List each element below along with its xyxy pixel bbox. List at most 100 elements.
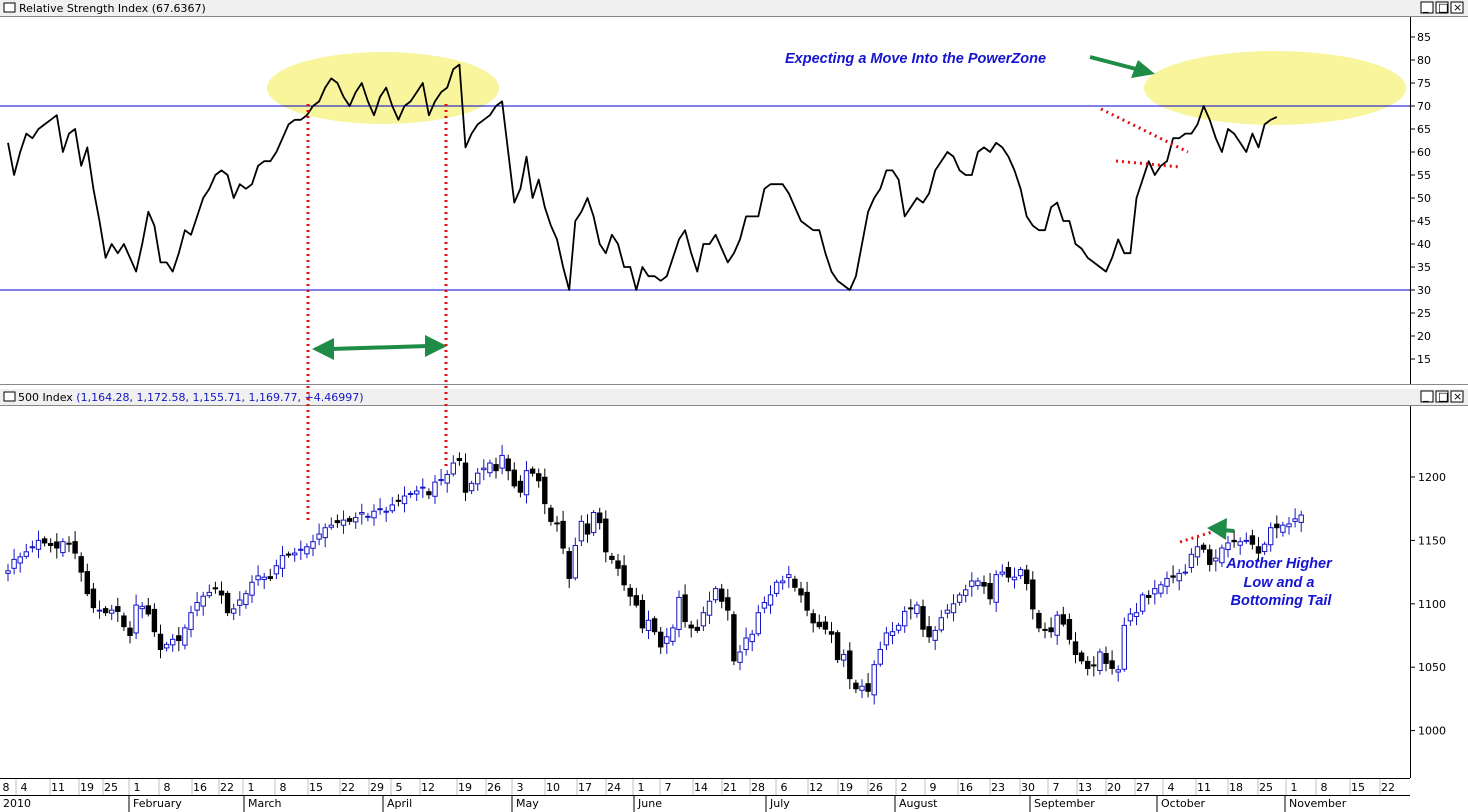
candle-body bbox=[926, 626, 932, 638]
candle-body bbox=[1133, 612, 1140, 617]
candle-body bbox=[590, 512, 597, 534]
rsi-close-button[interactable]: × bbox=[1453, 1, 1462, 14]
powerzone-annotation: Expecting a Move Into the PowerZone bbox=[785, 51, 1046, 67]
candle-body bbox=[987, 583, 993, 600]
candle-body bbox=[597, 512, 603, 524]
candle-body bbox=[572, 544, 578, 579]
price-restore-button[interactable]: □ bbox=[1438, 390, 1448, 403]
candle-body bbox=[560, 520, 566, 549]
rsi-value: (67.6367) bbox=[152, 2, 206, 15]
x-day-label: 30 bbox=[1021, 781, 1035, 794]
x-day-label: 15 bbox=[309, 781, 323, 794]
candle-body bbox=[267, 576, 274, 579]
candle-body bbox=[285, 553, 292, 556]
x-day-label: 16 bbox=[959, 781, 973, 794]
candle-body bbox=[1121, 624, 1127, 670]
candle-body bbox=[810, 613, 816, 624]
candle-body bbox=[1097, 651, 1103, 671]
price-candles bbox=[5, 444, 1304, 705]
candle-body bbox=[456, 457, 463, 462]
x-day-label: 18 bbox=[1229, 781, 1243, 794]
price-y-tick-label: 1200 bbox=[1418, 471, 1446, 484]
candle-body bbox=[767, 594, 774, 606]
candle-body bbox=[706, 600, 713, 616]
candle-body bbox=[883, 632, 890, 646]
candle-body bbox=[383, 510, 389, 513]
candle-body bbox=[938, 617, 944, 631]
rsi-series-line bbox=[7, 63, 1278, 291]
x-day-label: 22 bbox=[341, 781, 355, 794]
x-day-label: 22 bbox=[1381, 781, 1395, 794]
rsi-minimize-button[interactable]: _ bbox=[1422, 0, 1429, 13]
price-value: (1,164.28, 1,172.58, 1,155.71, 1,169.77,… bbox=[76, 391, 363, 404]
candle-body bbox=[658, 631, 664, 648]
candle-body bbox=[792, 578, 798, 588]
candle-body bbox=[511, 469, 517, 487]
rsi-highlight-left bbox=[267, 52, 499, 124]
rsi-y-tick-label: 60 bbox=[1417, 146, 1431, 159]
price-minimize-button[interactable]: _ bbox=[1422, 389, 1429, 402]
x-day-label: 4 bbox=[21, 781, 28, 794]
rsi-y-tick-label: 50 bbox=[1417, 192, 1431, 205]
rsi-title: Relative Strength Index bbox=[19, 2, 149, 15]
candle-body bbox=[66, 542, 72, 545]
price-panel-icon bbox=[3, 391, 16, 402]
candle-body bbox=[1005, 567, 1012, 578]
candle-body bbox=[1231, 539, 1237, 543]
price-y-tick-label: 1100 bbox=[1418, 598, 1446, 611]
candle-body bbox=[163, 643, 170, 649]
candle-body bbox=[1078, 652, 1085, 662]
candle-body bbox=[682, 594, 688, 623]
x-day-label: 17 bbox=[578, 781, 592, 794]
candle-body bbox=[29, 546, 36, 549]
rsi-restore-button[interactable]: □ bbox=[1438, 1, 1448, 14]
candle-body bbox=[981, 581, 987, 587]
candle-body bbox=[23, 551, 30, 557]
x-day-label: 29 bbox=[370, 781, 384, 794]
candle-body bbox=[1176, 572, 1182, 582]
candle-body bbox=[694, 626, 700, 631]
candle-body bbox=[877, 648, 883, 665]
candle-body bbox=[1280, 524, 1286, 533]
candle-body bbox=[566, 551, 572, 579]
candle-body bbox=[481, 467, 487, 471]
candle-body bbox=[1298, 514, 1304, 523]
candle-body bbox=[1243, 539, 1249, 542]
candle-body bbox=[84, 571, 90, 595]
rsi-y-tick-label: 55 bbox=[1417, 169, 1431, 182]
rsi-y-ticks: 85 80 75 70 65 60 55 50 45 40 35 30 25 20 15 bbox=[1410, 31, 1431, 366]
duration-arrow bbox=[312, 335, 447, 360]
candle-body bbox=[420, 486, 426, 489]
candle-body bbox=[859, 685, 865, 691]
x-day-label: 28 bbox=[751, 781, 765, 794]
candle-body bbox=[188, 612, 194, 630]
x-day-label: 20 bbox=[1107, 781, 1121, 794]
candle-body bbox=[41, 538, 48, 544]
price-window-controls: _ □ × bbox=[1420, 389, 1464, 403]
candle-body bbox=[749, 633, 755, 643]
candle-body bbox=[243, 593, 249, 606]
x-day-label: 11 bbox=[51, 781, 65, 794]
rsi-reference-lines bbox=[0, 105, 1410, 291]
x-day-label: 13 bbox=[1078, 781, 1092, 794]
x-day-label: 8 bbox=[164, 781, 171, 794]
price-y-tick-label: 1150 bbox=[1418, 534, 1446, 547]
candle-body bbox=[72, 541, 78, 554]
candle-body bbox=[475, 472, 481, 485]
rsi-y-tick-label: 80 bbox=[1417, 54, 1431, 67]
candle-body bbox=[182, 627, 188, 646]
x-day-label: 12 bbox=[421, 781, 435, 794]
candle-body bbox=[1066, 619, 1073, 640]
x-month-label: August bbox=[899, 797, 938, 810]
candle-body bbox=[1237, 541, 1243, 546]
candle-body bbox=[1286, 523, 1292, 528]
rsi-y-tick-label: 35 bbox=[1417, 261, 1431, 274]
candle-body bbox=[737, 651, 743, 663]
candle-body bbox=[426, 491, 432, 496]
candle-body bbox=[1268, 527, 1274, 546]
price-close-button[interactable]: × bbox=[1453, 390, 1462, 403]
candle-body bbox=[279, 555, 286, 569]
candle-body bbox=[1030, 579, 1036, 610]
x-day-label: 24 bbox=[607, 781, 621, 794]
x-day-label: 16 bbox=[193, 781, 207, 794]
